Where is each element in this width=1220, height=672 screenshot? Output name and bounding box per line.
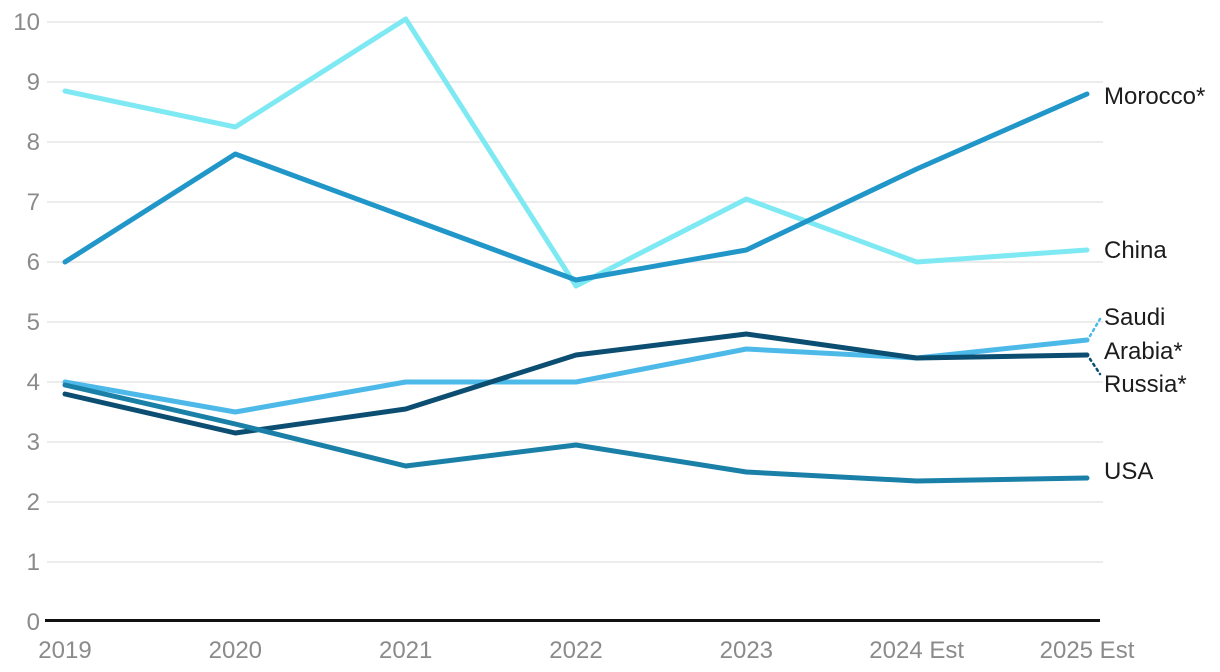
y-tick-label-7: 7 xyxy=(27,189,40,216)
series-label-russia: Russia* xyxy=(1104,371,1187,398)
y-tick-label-6: 6 xyxy=(27,249,40,276)
line-saudi-arabia xyxy=(62,337,1090,415)
y-tick-label-3: 3 xyxy=(27,429,40,456)
x-tick-label-2023: 2023 xyxy=(720,637,773,664)
x-tick-label-2019: 2019 xyxy=(38,637,91,664)
y-tick-label-0: 0 xyxy=(27,609,40,636)
y-tick-label-8: 8 xyxy=(27,129,40,156)
y-tick-label-10: 10 xyxy=(13,9,40,36)
x-tick-label-2025-est: 2025 Est xyxy=(1040,637,1135,664)
x-tick-label-2024-est: 2024 Est xyxy=(869,637,964,664)
line-morocco xyxy=(62,91,1090,283)
y-tick-label-2: 2 xyxy=(27,489,40,516)
y-tick-label-1: 1 xyxy=(27,549,40,576)
line-usa xyxy=(62,382,1090,484)
x-tick-label-2022: 2022 xyxy=(549,637,602,664)
x-tick-label-2021: 2021 xyxy=(379,637,432,664)
y-tick-label-9: 9 xyxy=(27,69,40,96)
series-label-china: China xyxy=(1104,237,1167,264)
y-tick-label-4: 4 xyxy=(27,369,40,396)
y-tick-label-5: 5 xyxy=(27,309,40,336)
series-label-saudi-arabia: Saudi Arabia* xyxy=(1104,304,1183,365)
series-label-usa: USA xyxy=(1104,458,1154,485)
leader-line-russia xyxy=(1088,357,1102,376)
line-russia xyxy=(62,331,1090,436)
x-tick-label-2020: 2020 xyxy=(209,637,262,664)
series-label-morocco: Morocco* xyxy=(1104,83,1206,110)
line-china xyxy=(62,16,1090,289)
